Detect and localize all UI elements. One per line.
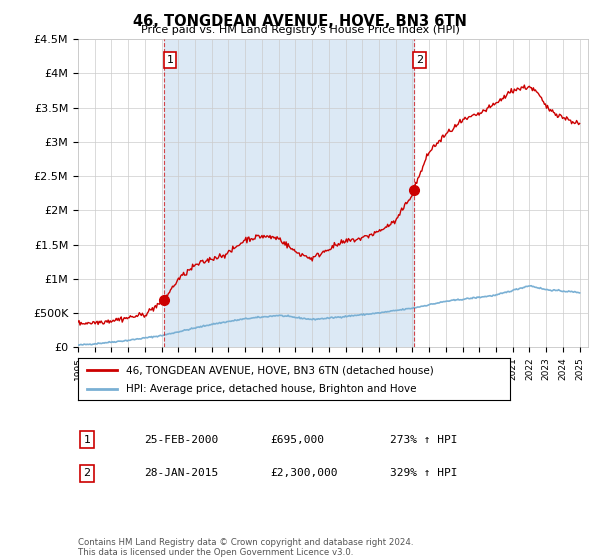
Text: 1: 1 xyxy=(83,435,91,445)
Text: 273% ↑ HPI: 273% ↑ HPI xyxy=(390,435,458,445)
Text: 25-FEB-2000: 25-FEB-2000 xyxy=(144,435,218,445)
Text: 46, TONGDEAN AVENUE, HOVE, BN3 6TN: 46, TONGDEAN AVENUE, HOVE, BN3 6TN xyxy=(133,14,467,29)
Text: 2: 2 xyxy=(416,55,423,65)
Text: 1: 1 xyxy=(167,55,173,65)
Text: £2,300,000: £2,300,000 xyxy=(270,468,337,478)
Text: 2: 2 xyxy=(83,468,91,478)
Text: 329% ↑ HPI: 329% ↑ HPI xyxy=(390,468,458,478)
Text: £695,000: £695,000 xyxy=(270,435,324,445)
Text: 28-JAN-2015: 28-JAN-2015 xyxy=(144,468,218,478)
Text: Contains HM Land Registry data © Crown copyright and database right 2024.
This d: Contains HM Land Registry data © Crown c… xyxy=(78,538,413,557)
Text: 46, TONGDEAN AVENUE, HOVE, BN3 6TN (detached house): 46, TONGDEAN AVENUE, HOVE, BN3 6TN (deta… xyxy=(125,365,433,375)
Text: Price paid vs. HM Land Registry's House Price Index (HPI): Price paid vs. HM Land Registry's House … xyxy=(140,25,460,35)
Bar xyxy=(164,39,413,347)
Text: HPI: Average price, detached house, Brighton and Hove: HPI: Average price, detached house, Brig… xyxy=(125,384,416,394)
